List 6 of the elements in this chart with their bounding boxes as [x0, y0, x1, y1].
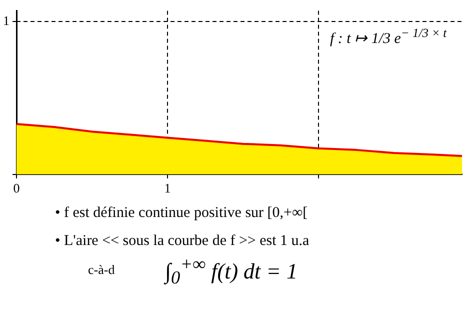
x-tick-label: 0 [13, 180, 20, 196]
text: • f est définie continue positive sur [0,+∞[ [55, 205, 308, 222]
text: • L'aire << sous la courbe de f >> est 1 u.a [55, 233, 310, 250]
text: ∫$_{0}$$^{+∞}$ f(t) dt = 1 [165, 254, 298, 289]
text: c-à-d [88, 262, 115, 278]
annotation: f : t ↦ 1/3 e$^{− 1/3 × t}$ [330, 26, 447, 48]
